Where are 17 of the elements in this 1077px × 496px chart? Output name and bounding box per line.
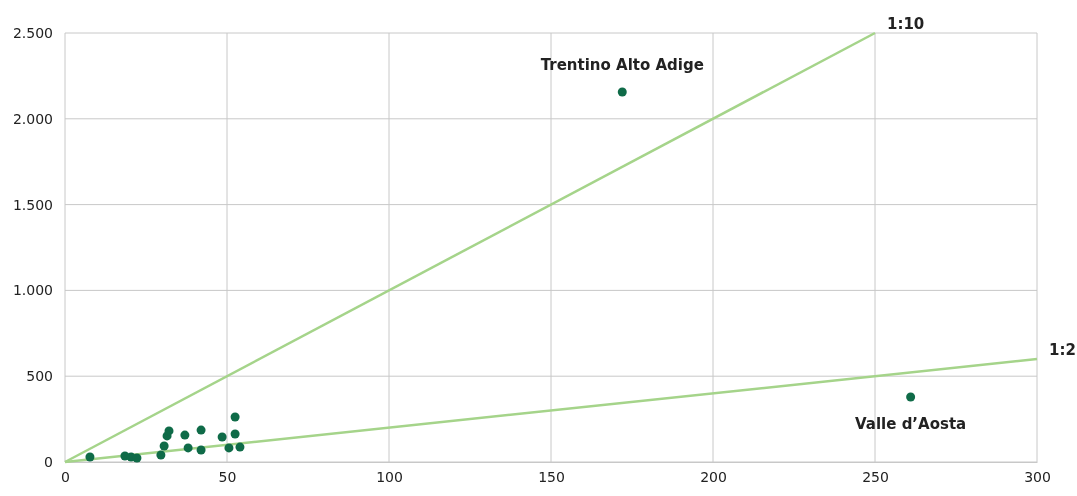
x-tick-label: 150	[538, 468, 565, 485]
x-tick-label: 300	[1024, 468, 1051, 485]
x-tick-label: 50	[218, 468, 237, 485]
y-tick-label: 2.000	[12, 110, 53, 127]
annotation: Valle d’Aosta	[855, 414, 967, 433]
x-tick-label: 200	[700, 468, 727, 485]
annotation: Trentino Alto Adige	[540, 56, 704, 75]
x-tick-label: 100	[376, 468, 403, 485]
series-label: 1:2	[1049, 341, 1076, 360]
y-tick-label: 1.500	[12, 196, 53, 213]
y-tick-label: 2.500	[12, 24, 53, 41]
y-tick-label: 0	[44, 453, 53, 470]
series-label: 1:10	[887, 15, 925, 33]
y-tick-label: 1.000	[12, 282, 53, 299]
x-tick-label: 250	[862, 468, 889, 485]
y-tick-label: 500	[26, 368, 53, 385]
x-tick-label: 0	[61, 468, 70, 485]
